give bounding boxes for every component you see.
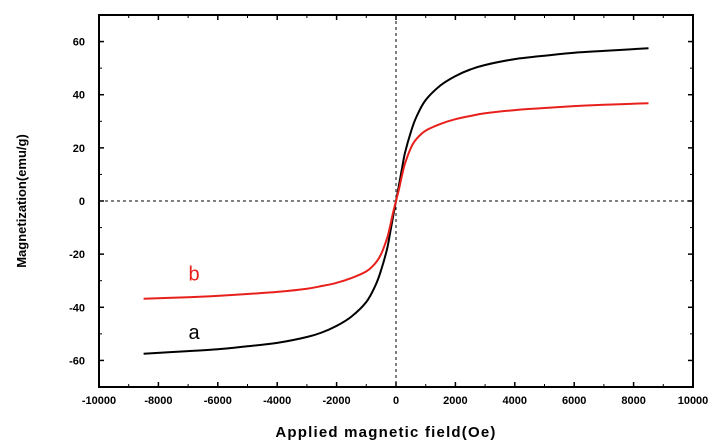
x-tick-label: 8000 [621,395,645,407]
y-tick-label: 60 [73,37,85,49]
y-tick-label: -60 [69,355,85,367]
y-tick-label: 0 [79,196,85,208]
x-tick-label: 6000 [562,395,586,407]
curve-label-b: b [188,264,199,286]
y-tick-label: -20 [69,249,85,261]
series-line-b [143,102,649,300]
x-tick-label: 10000 [678,395,709,407]
x-tick-label: 4000 [503,395,527,407]
y-tick-label: 20 [73,143,85,155]
x-tick-label: -6000 [204,395,232,407]
x-tick-label: -8000 [144,395,172,407]
x-tick-label: -2000 [323,395,351,407]
y-tick-label: 40 [73,90,85,102]
x-axis-label: Applied magnetic field(Oe) [275,424,496,441]
tick-layer: -10000 -8000 -6000 -4000 -2000 0 2000 4000 6000 8… [69,14,709,407]
curve-label-a: a [188,322,200,344]
x-tick-label: 2000 [443,395,467,407]
y-tick-label: -40 [69,302,85,314]
annotation-layer: ba [188,264,200,344]
series-layer [143,47,649,355]
x-tick-label: -4000 [263,395,291,407]
y-axis-label: Magnetization(emu/g) [14,134,29,268]
x-tick-label: -10000 [82,395,116,407]
x-tick-label: 0 [393,395,399,407]
